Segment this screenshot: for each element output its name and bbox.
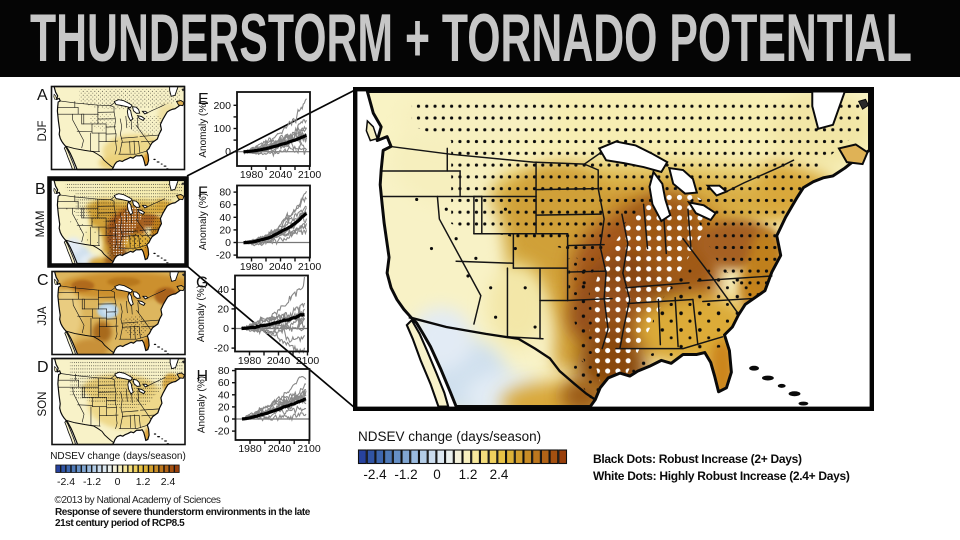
svg-text:Anomaly (%): Anomaly (%) [196,285,207,342]
svg-text:20: 20 [219,224,231,236]
svg-text:-2.4: -2.4 [363,467,387,482]
svg-text:20: 20 [218,401,230,413]
svg-text:B: B [35,181,46,198]
svg-text:2100: 2100 [297,443,321,455]
svg-text:Anomaly (%): Anomaly (%) [198,100,209,157]
svg-text:0: 0 [225,237,231,249]
svg-text:Anomaly (%): Anomaly (%) [198,193,209,250]
svg-text:E: E [198,91,209,108]
svg-text:1980: 1980 [240,169,264,181]
svg-text:80: 80 [219,187,231,199]
svg-text:2040: 2040 [267,355,291,367]
svg-text:1980: 1980 [238,443,262,455]
svg-text:1980: 1980 [238,355,262,367]
svg-text:1980: 1980 [240,261,264,273]
svg-text:F: F [198,185,208,202]
svg-text:-20: -20 [214,426,229,438]
svg-text:DJF: DJF [37,120,49,141]
svg-text:JJA: JJA [37,306,49,326]
svg-text:NDSEV change (days/season): NDSEV change (days/season) [50,451,186,462]
svg-text:2040: 2040 [269,169,293,181]
svg-text:40: 40 [218,389,230,401]
svg-text:2.4: 2.4 [490,467,509,482]
svg-text:20: 20 [217,303,229,315]
svg-text:2040: 2040 [269,261,293,273]
svg-text:0: 0 [115,476,121,488]
svg-text:200: 200 [213,100,231,112]
svg-text:0: 0 [433,467,441,482]
svg-text:2100: 2100 [296,355,320,367]
svg-text:0: 0 [224,414,230,426]
svg-text:2100: 2100 [298,261,322,273]
svg-text:A: A [37,87,48,104]
svg-text:C: C [37,272,49,289]
svg-text:60: 60 [218,377,230,389]
svg-text:40: 40 [217,284,229,296]
svg-text:1.2: 1.2 [459,467,478,482]
svg-text:-20: -20 [216,250,231,262]
svg-text:-1.2: -1.2 [83,476,101,488]
svg-text:2.4: 2.4 [161,476,176,488]
svg-text:G: G [196,275,208,292]
svg-text:40: 40 [219,212,231,224]
svg-text:-1.2: -1.2 [394,467,417,482]
svg-text:NDSEV change (days/season): NDSEV change (days/season) [358,429,541,444]
svg-text:H: H [197,368,209,385]
svg-text:1.2: 1.2 [136,476,151,488]
svg-text:0: 0 [225,146,231,158]
svg-text:SON: SON [37,392,49,417]
svg-text:100: 100 [213,123,231,135]
svg-text:-20: -20 [214,343,229,355]
svg-text:Anomaly (%): Anomaly (%) [197,376,208,433]
svg-text:80: 80 [218,365,230,377]
svg-text:-2.4: -2.4 [57,476,75,488]
svg-text:D: D [37,359,49,376]
svg-text:2040: 2040 [268,443,292,455]
svg-text:0: 0 [223,323,229,335]
svg-text:2100: 2100 [298,169,322,181]
svg-text:60: 60 [219,199,231,211]
svg-text:MAM: MAM [35,211,47,238]
